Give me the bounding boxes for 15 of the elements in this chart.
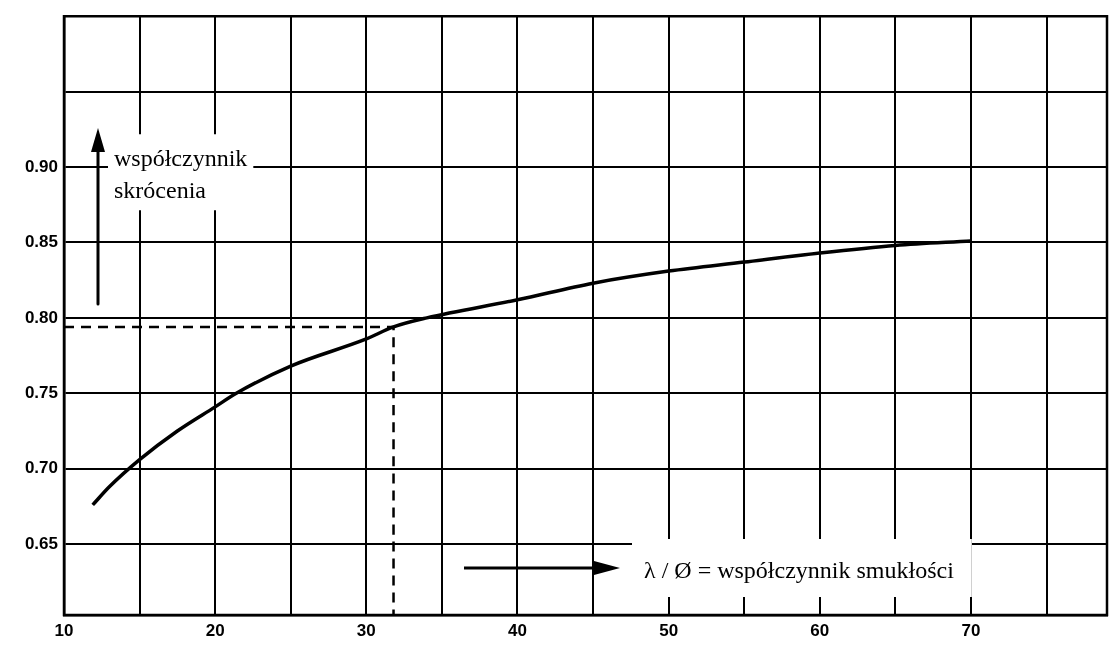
x-tick-label: 40	[508, 620, 527, 640]
x-axis-title: λ / Ø = współczynnik smukłości	[644, 557, 955, 583]
y-tick-label: 0.80	[24, 307, 58, 327]
x-tick-label: 20	[205, 620, 225, 640]
y-tick-label: 0.90	[24, 156, 58, 176]
y-tick-label: 0.65	[24, 533, 58, 553]
x-tick-label: 10	[54, 620, 74, 640]
y-tick-label: 0.70	[24, 458, 58, 478]
x-tick-label: 50	[659, 620, 679, 640]
x-tick-label: 60	[810, 620, 830, 640]
y-tick-label: 0.85	[24, 232, 58, 252]
y-tick-label: 0.75	[24, 382, 58, 402]
x-tick-label: 70	[961, 620, 981, 640]
x-tick-label: 30	[356, 620, 376, 640]
y-axis-title: współczynnik skrócenia	[114, 145, 248, 204]
